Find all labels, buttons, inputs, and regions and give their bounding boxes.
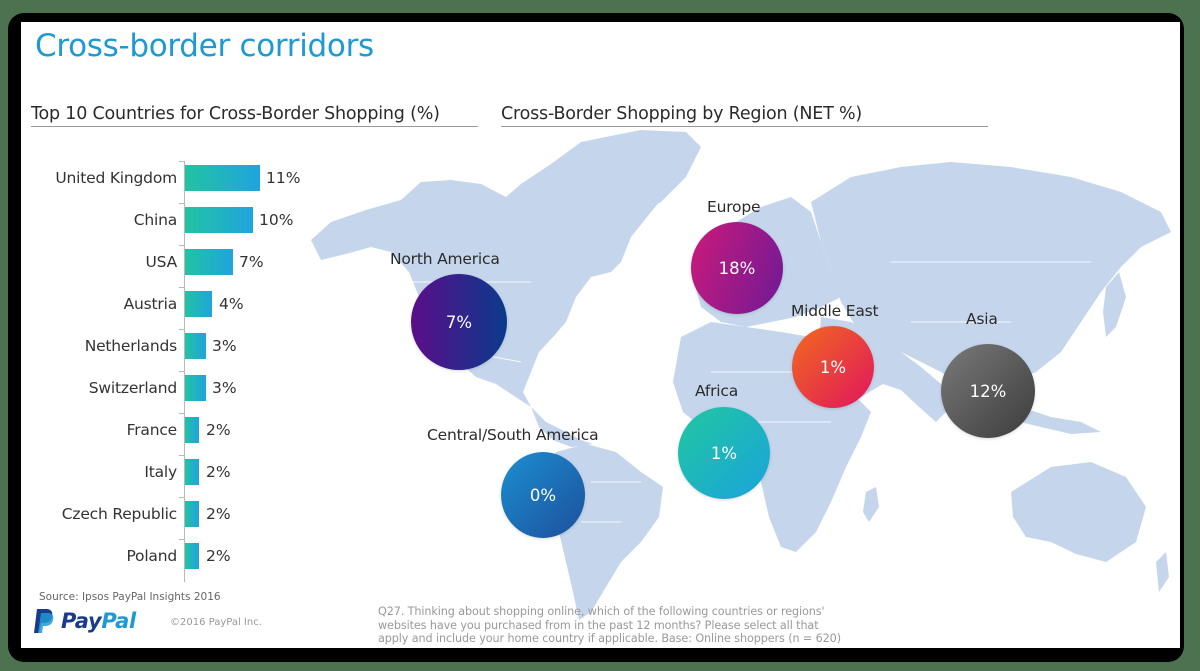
bar-row: Italy 2%: [21, 455, 341, 498]
bar-row: USA 7%: [21, 245, 341, 288]
bar: [185, 375, 206, 401]
bar-chart-title: Top 10 Countries for Cross-Border Shoppi…: [31, 104, 478, 127]
bar-label: Netherlands: [84, 337, 177, 355]
bar: [185, 459, 199, 485]
bar: [185, 501, 199, 527]
bar-label: Austria: [123, 295, 178, 313]
slide: Cross-border corridors Top 10 Countries …: [21, 22, 1180, 648]
paypal-p-icon: [34, 609, 54, 633]
bar: [185, 165, 260, 191]
bar-value: 3%: [212, 379, 237, 397]
bar-row: Netherlands 3%: [21, 329, 341, 372]
region-bubble-north-america: 7%: [411, 274, 507, 370]
bar: [185, 333, 206, 359]
bar-label: United Kingdom: [55, 169, 177, 187]
region-bubble-asia: 12%: [941, 344, 1035, 438]
copyright: ©2016 PayPal Inc.: [170, 617, 262, 628]
bar: [185, 291, 212, 317]
logo-pal: Pal: [101, 609, 136, 633]
bar-row: France 2%: [21, 413, 341, 456]
bar-value: 2%: [206, 505, 231, 523]
bar-value: 4%: [219, 295, 244, 313]
bar-axis: [184, 162, 185, 582]
logo-pay: Pay: [61, 609, 102, 633]
region-bubble-central-south-america: 0%: [501, 452, 585, 538]
bar-label: Czech Republic: [61, 505, 177, 523]
region-label-asia: Asia: [966, 310, 998, 328]
bar-chart: United Kingdom 11% China 10% USA 7% Aust…: [21, 161, 321, 582]
region-bubble-africa: 1%: [678, 407, 770, 499]
paypal-logo: PayPal: [33, 608, 136, 634]
bar-value: 2%: [206, 547, 231, 565]
bar-value: 2%: [206, 463, 231, 481]
bar-row: Poland 2%: [21, 539, 341, 582]
bar-label: China: [133, 211, 177, 229]
region-label-north-america: North America: [390, 250, 500, 268]
bar-label: Switzerland: [88, 379, 177, 397]
paypal-wordmark: PayPal: [61, 609, 136, 633]
source-note: Source: Ipsos PayPal Insights 2016: [39, 591, 221, 603]
bar-row: United Kingdom 11%: [21, 161, 341, 204]
region-bubble-middle-east: 1%: [792, 326, 874, 408]
bar-label: USA: [145, 253, 178, 271]
axis-tick: [179, 161, 185, 162]
bar-label: France: [126, 421, 178, 439]
region-bubble-europe: 18%: [691, 222, 783, 314]
axis-tick: [179, 245, 185, 246]
bar-row: China 10%: [21, 203, 341, 246]
region-label-europe: Europe: [707, 198, 761, 216]
page-title: Cross-border corridors: [35, 28, 374, 64]
bar-label: Italy: [144, 463, 177, 481]
axis-tick: [179, 497, 185, 498]
bar-value: 10%: [259, 211, 294, 229]
region-label-africa: Africa: [695, 382, 739, 400]
axis-tick: [179, 203, 185, 204]
bar-value: 11%: [266, 169, 301, 187]
bar-row: Austria 4%: [21, 287, 341, 330]
region-label-central-south-america: Central/South America: [427, 426, 599, 444]
bar: [185, 249, 233, 275]
axis-tick: [179, 329, 185, 330]
region-label-middle-east: Middle East: [791, 302, 879, 320]
world-map: [311, 130, 1171, 620]
map-chart-title: Cross-Border Shopping by Region (NET %): [501, 104, 988, 127]
survey-footnote: Q27. Thinking about shopping online, whi…: [378, 605, 841, 646]
axis-tick: [179, 455, 185, 456]
bar: [185, 417, 199, 443]
bar-value: 3%: [212, 337, 237, 355]
axis-tick: [179, 371, 185, 372]
bar-value: 2%: [206, 421, 231, 439]
bar: [185, 207, 253, 233]
axis-tick: [179, 413, 185, 414]
bar-row: Switzerland 3%: [21, 371, 341, 414]
axis-tick: [179, 287, 185, 288]
axis-tick: [179, 539, 185, 540]
bar-value: 7%: [239, 253, 264, 271]
bar: [185, 543, 199, 569]
bar-row: Czech Republic 2%: [21, 497, 341, 540]
bar-label: Poland: [126, 547, 177, 565]
